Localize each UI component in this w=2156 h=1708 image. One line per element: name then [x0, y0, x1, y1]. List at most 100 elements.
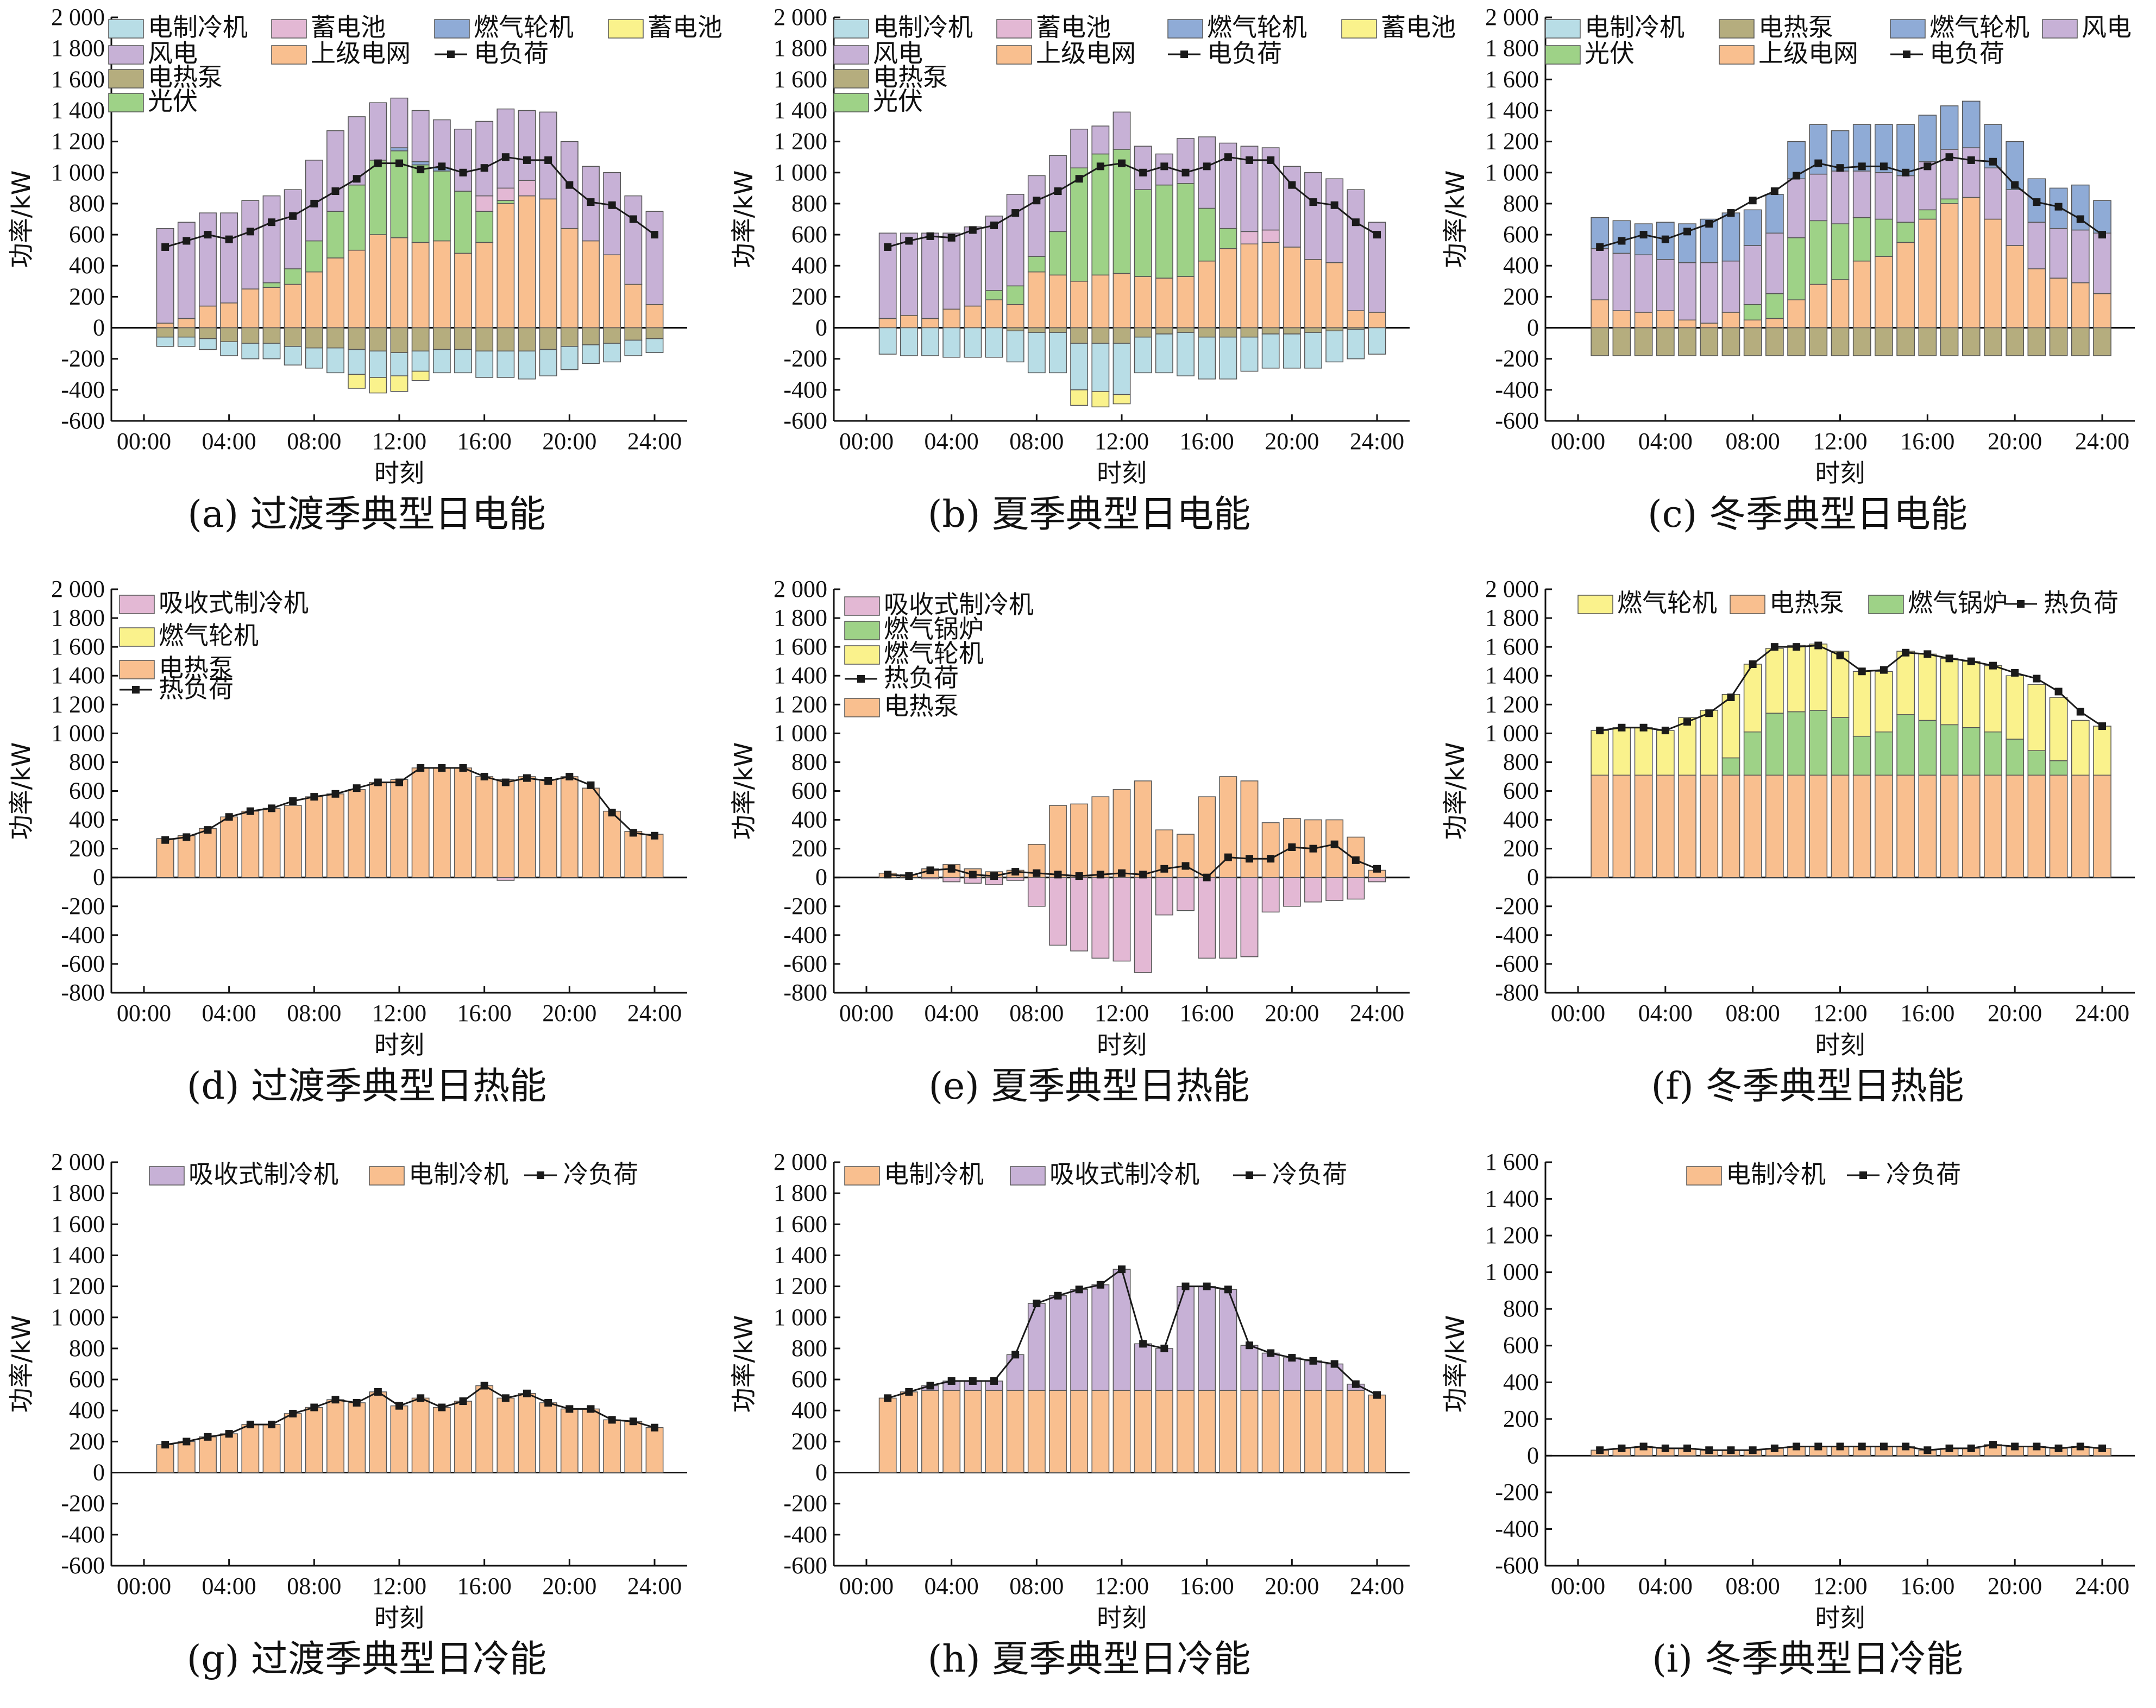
bar-电热泵: [390, 327, 408, 354]
bar-风电: [1591, 248, 1610, 300]
bar-电制冷机: [645, 1427, 664, 1473]
y-axis-label: 功率/kW: [7, 742, 36, 840]
bar-电热泵: [1634, 327, 1653, 356]
bar-燃气轮机: [1896, 651, 1915, 715]
bar-上级电网: [1918, 218, 1937, 329]
bar-电制冷机: [369, 350, 387, 378]
legend-swatch: [2042, 19, 2078, 39]
x-axis-label: 时刻: [1097, 458, 1147, 488]
y-tick-label: 2 000: [774, 576, 827, 602]
y-tick-label: 1 400: [774, 662, 827, 689]
bar-电制冷机: [900, 1391, 918, 1473]
legend-swatch: [996, 19, 1032, 39]
bar-风电: [1027, 175, 1046, 257]
load-point: [501, 1394, 510, 1402]
bar-风电: [1656, 259, 1675, 311]
y-tick-label: 200: [791, 1428, 827, 1454]
load-point: [926, 866, 934, 874]
bar-上级电网: [1177, 276, 1195, 329]
load-line: [165, 1384, 655, 1446]
bar-风电: [518, 110, 536, 181]
bar-电热泵: [1240, 327, 1259, 338]
load-point: [2011, 1442, 2019, 1451]
bar-电制冷机: [878, 1397, 897, 1473]
load-point: [629, 215, 637, 223]
bar-上级电网: [1896, 242, 1915, 329]
caption: (g) 过渡季典型日冷能: [187, 1638, 546, 1681]
bar-燃气锅炉: [2006, 739, 2024, 776]
bar-燃气锅炉: [1940, 724, 1959, 776]
bar-上级电网: [2006, 245, 2024, 329]
load-point: [438, 162, 446, 171]
load-point: [353, 784, 361, 792]
y-tick-label: 600: [791, 221, 827, 248]
legend-swatch: [833, 45, 869, 65]
y-tick-label: 1 000: [774, 1304, 827, 1331]
x-tick-label: 04:00: [1638, 1573, 1693, 1599]
load-point: [1075, 1285, 1083, 1294]
bar-风电: [1112, 111, 1131, 150]
legend-line-marker: [132, 686, 140, 694]
bar-电热泵: [475, 776, 494, 878]
bar-燃气锅炉: [1875, 731, 1893, 776]
bar-风电: [1261, 147, 1280, 231]
bar-燃气轮机: [1743, 664, 1762, 733]
legend-swatch: [1167, 19, 1203, 39]
y-tick-label: 1 600: [774, 633, 827, 660]
y-tick-label: 200: [791, 835, 827, 862]
x-tick-label: 24:00: [1350, 1000, 1404, 1026]
load-point: [1267, 1349, 1275, 1357]
y-tick-label: 2 000: [774, 4, 827, 30]
bar-风电: [1984, 167, 2002, 220]
bar-燃气轮机: [2093, 200, 2111, 234]
bar-电制冷机: [1049, 1390, 1067, 1473]
bar-电热泵: [1198, 327, 1216, 338]
load-point: [1330, 840, 1338, 848]
x-tick-label: 16:00: [1900, 1000, 1954, 1026]
y-tick-label: 1 800: [1485, 604, 1539, 631]
bar-电热泵: [1787, 327, 1806, 356]
bar-风电: [1283, 166, 1301, 248]
x-tick-label: 12:00: [1095, 428, 1149, 455]
y-tick-label: -200: [61, 1490, 105, 1517]
bar-电制冷机: [326, 347, 344, 374]
legend-label: 光伏: [873, 86, 923, 116]
y-tick-label: 400: [69, 806, 105, 833]
y-tick-label: -200: [61, 345, 105, 372]
legend-label: 光伏: [148, 86, 198, 116]
bar-上级电网: [177, 318, 196, 329]
bar-电制冷机: [177, 1441, 196, 1473]
y-tick-label: 1 200: [51, 1273, 105, 1300]
y-axis-label: 功率/kW: [1441, 171, 1470, 268]
x-tick-label: 00:00: [117, 428, 171, 455]
legend-swatch: [1545, 45, 1581, 65]
load-line: [887, 1268, 1378, 1399]
legend-label: 风电: [148, 39, 198, 68]
load-point: [1858, 162, 1866, 171]
x-tick-label: 12:00: [1813, 428, 1867, 455]
legend-swatch: [149, 1166, 185, 1186]
bar-蓄电池: [1240, 231, 1259, 244]
load-point: [310, 199, 318, 207]
bar-上级电网: [1347, 310, 1365, 329]
bar-上级电网: [985, 299, 1003, 329]
bar-电热泵: [603, 327, 621, 344]
y-tick-label: -200: [1495, 1479, 1539, 1505]
load-point: [565, 772, 574, 780]
bar-吸收式制冷机: [1134, 1343, 1152, 1391]
legend-swatch: [1010, 1166, 1046, 1186]
caption: (a) 过渡季典型日电能: [187, 493, 545, 536]
x-tick-label: 24:00: [2075, 1573, 2129, 1599]
bar-光伏: [1049, 231, 1067, 276]
bar-电制冷机: [539, 349, 557, 376]
load-point: [1858, 667, 1866, 676]
load-point: [1639, 723, 1648, 732]
load-point: [1054, 1291, 1062, 1300]
bar-电制冷机: [284, 1413, 302, 1473]
bar-燃气轮机: [390, 147, 408, 152]
bar-上级电网: [220, 302, 238, 329]
load-point: [523, 156, 531, 164]
load-point: [1727, 694, 1735, 702]
bar-上级电网: [539, 198, 557, 329]
load-point: [1967, 657, 1975, 665]
